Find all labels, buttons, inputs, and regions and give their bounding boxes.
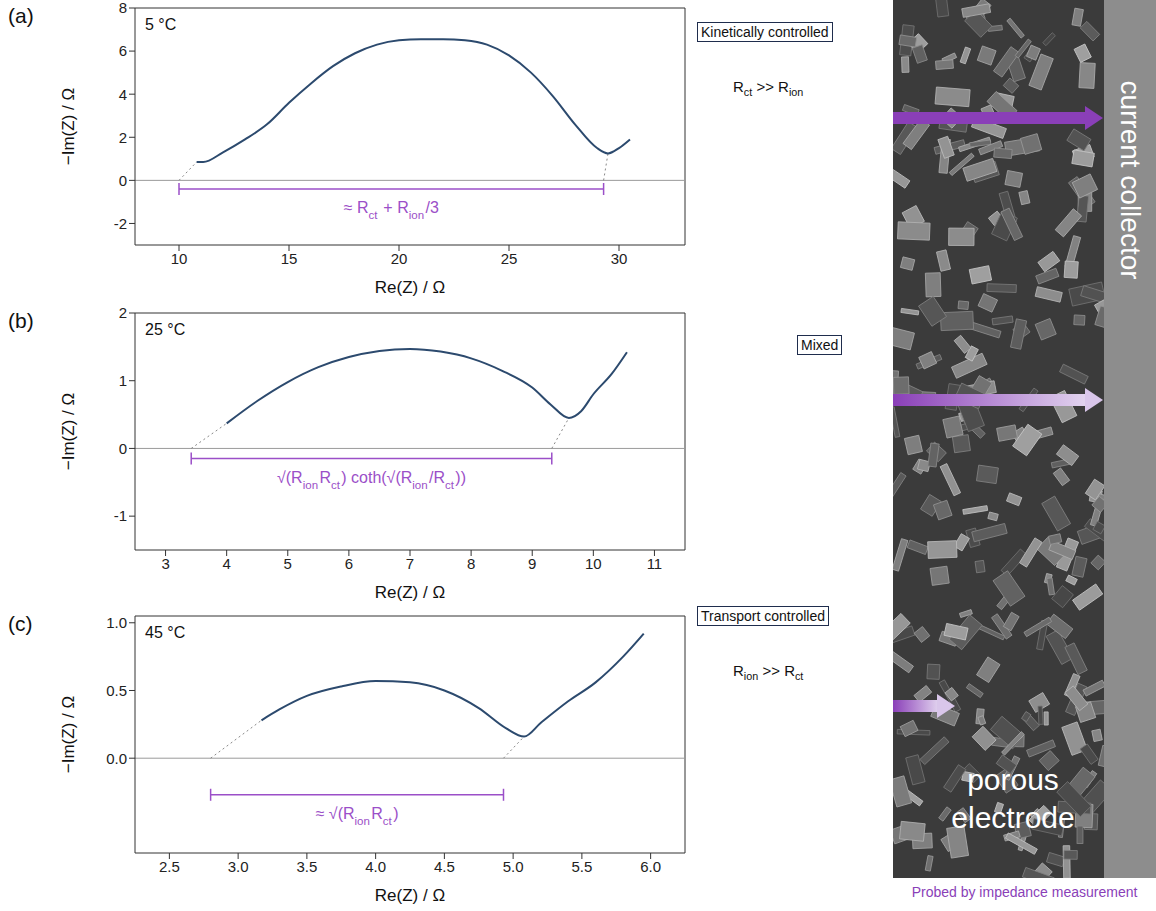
svg-text:3: 3 [161, 555, 169, 572]
svg-text:8: 8 [119, 0, 127, 16]
svg-text:30: 30 [611, 250, 628, 267]
svg-text:6: 6 [345, 555, 353, 572]
html-text:Kinetically controlled: Kinetically controlled [701, 24, 829, 40]
html-text:5 °C: 5 °C [145, 16, 177, 33]
svg-text:current collector: current collector [1115, 80, 1146, 279]
svg-text:11: 11 [647, 555, 663, 572]
svg-text:1: 1 [119, 372, 127, 389]
html-text:Rion>> Rct: Rion>> Rct [733, 662, 804, 682]
svg-text:-1: -1 [114, 507, 127, 524]
svg-text:4.0: 4.0 [365, 858, 386, 875]
svg-text:20: 20 [391, 250, 408, 267]
svg-text:10: 10 [585, 555, 602, 572]
svg-text:3.0: 3.0 [228, 858, 249, 875]
svg-text:15: 15 [281, 250, 298, 267]
svg-text:6: 6 [119, 42, 127, 59]
svg-text:≈ √(Rion Rct ): ≈ √(Rion Rct ) [316, 805, 399, 827]
svg-text:2.5: 2.5 [159, 858, 180, 875]
svg-text:4: 4 [119, 86, 127, 103]
html-text:Transport controlled: Transport controlled [701, 608, 825, 624]
svg-text:−Im(Z) / Ω: −Im(Z) / Ω [59, 393, 78, 470]
svg-text:5.5: 5.5 [571, 858, 592, 875]
svg-text:porous: porous [967, 763, 1059, 796]
html-text:45 °C: 45 °C [145, 624, 186, 641]
html-text:(c): (c) [8, 612, 33, 635]
html-text:Mixed: Mixed [801, 337, 839, 353]
svg-text:−Im(Z) / Ω: −Im(Z) / Ω [59, 88, 78, 165]
svg-text:≈ Rct + Rion /3: ≈ Rct + Rion /3 [344, 199, 439, 221]
html-text:25 °C: 25 °C [145, 321, 186, 338]
svg-text:6.0: 6.0 [640, 858, 661, 875]
html-text:Rct>> Rion: Rct>> Rion [733, 78, 804, 98]
svg-text:3.5: 3.5 [296, 858, 317, 875]
svg-text:0.0: 0.0 [106, 750, 127, 767]
svg-text:2: 2 [119, 129, 127, 146]
svg-text:0.5: 0.5 [106, 682, 127, 699]
svg-text:10: 10 [171, 250, 188, 267]
svg-text:electrode: electrode [951, 801, 1074, 834]
svg-text:Re(Z) / Ω: Re(Z) / Ω [375, 278, 445, 297]
svg-text:8: 8 [467, 555, 475, 572]
svg-text:-2: -2 [114, 215, 127, 232]
svg-text:−Im(Z) / Ω: −Im(Z) / Ω [59, 696, 78, 773]
svg-text:0: 0 [119, 440, 127, 457]
svg-text:0: 0 [119, 172, 127, 189]
svg-text:7: 7 [406, 555, 414, 572]
svg-text:1.0: 1.0 [106, 614, 127, 631]
svg-text:4: 4 [222, 555, 230, 572]
svg-text:Re(Z) / Ω: Re(Z) / Ω [375, 583, 445, 602]
svg-text:5: 5 [284, 555, 292, 572]
svg-text:2: 2 [119, 305, 127, 321]
svg-text:√(Rion Rct ) coth(√(Rion /Rct: √(Rion Rct ) coth(√(Rion /Rct )) [277, 469, 466, 491]
svg-text:4.5: 4.5 [434, 858, 455, 875]
svg-text:25: 25 [501, 250, 518, 267]
html-text:Probed by impedance measuremen: Probed by impedance measurement [911, 884, 1138, 900]
html-text:(a): (a) [8, 4, 34, 27]
html-text:(b): (b) [8, 309, 34, 332]
svg-text:Re(Z) / Ω: Re(Z) / Ω [375, 886, 445, 905]
svg-text:5.0: 5.0 [503, 858, 524, 875]
svg-text:9: 9 [528, 555, 536, 572]
